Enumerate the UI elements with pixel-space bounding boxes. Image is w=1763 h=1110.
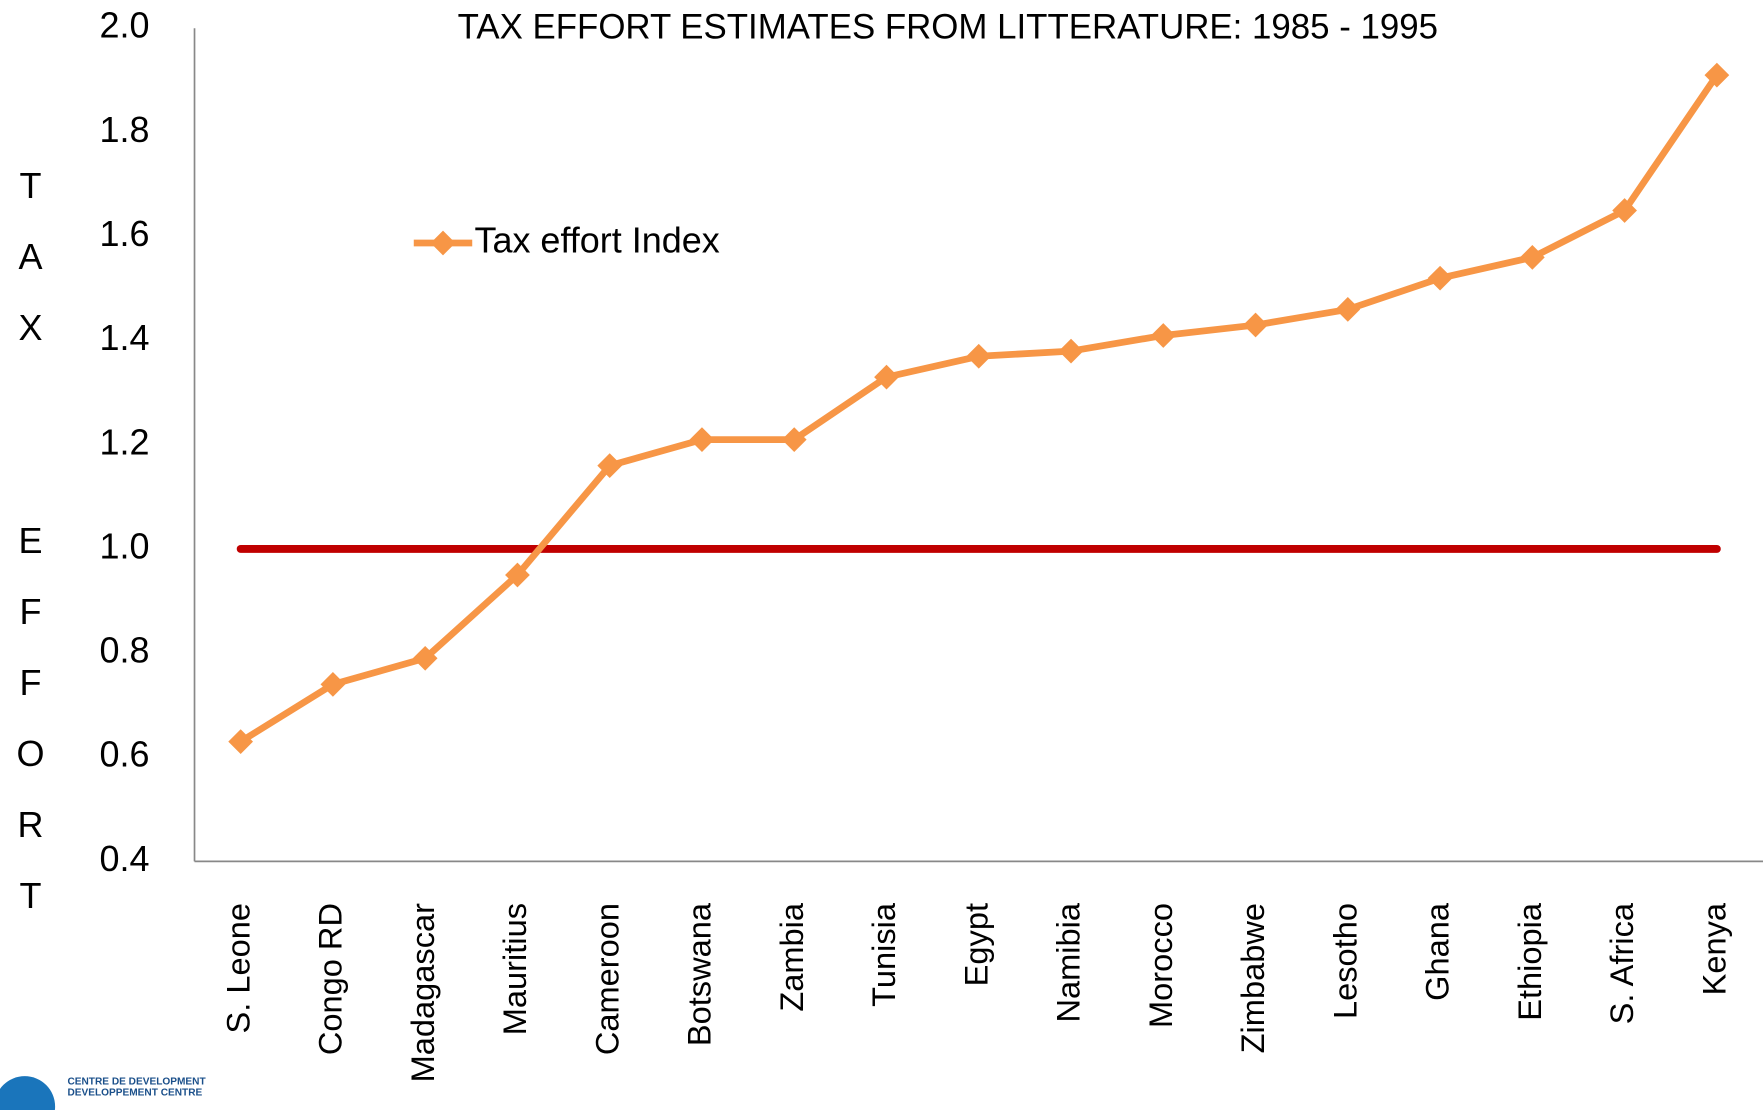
x-tick-label: S. Leone [219,903,256,1034]
logo-circle [0,1076,56,1110]
x-tick-label: Cameroon [588,903,625,1055]
data-point [597,453,623,479]
x-tick-label: Mauritius [496,903,533,1035]
y-tick-label: 1.4 [100,317,150,358]
logo-text: DEVELOPPEMENT CENTRE [67,1088,202,1099]
y-tick-label: 1.2 [100,421,150,462]
x-tick-label: Lesotho [1326,903,1363,1019]
chart-title: TAX EFFORT ESTIMATES FROM LITTERATURE: 1… [458,8,1438,47]
y-tick-label: 1.8 [100,109,150,150]
data-point [1612,198,1637,223]
x-tick-label: Botswana [681,902,718,1046]
x-tick-label: Madagascar [404,903,441,1083]
x-tick-label: Morocco [1142,903,1179,1028]
data-point [228,729,254,754]
legend-marker [430,230,456,256]
x-tick-label: Zambia [773,902,810,1012]
data-point [781,427,807,452]
data-point [1335,297,1361,322]
data-point [1519,244,1545,270]
data-point [1058,338,1084,364]
x-tick-label: S. Africa [1603,902,1640,1024]
data-point [1243,312,1268,338]
logo-text: CENTRE DE DEVELOPMENT [67,1076,206,1087]
y-tick-label: 0.8 [100,630,150,671]
data-point [1150,323,1176,348]
x-tick-label: Ghana [1419,902,1456,1001]
x-tick-label: Kenya [1695,902,1732,995]
y-tick-label: 2.0 [100,5,150,46]
legend-label: Tax effort Index [474,219,719,260]
y-tick-label: 0.6 [100,734,150,775]
x-tick-label: Congo RD [312,903,349,1055]
x-tick-label: Egypt [957,903,994,986]
data-point [966,343,992,369]
x-tick-label: Zimbabwe [1234,903,1271,1053]
x-tick-label: Namibia [1050,902,1087,1022]
x-tick-label: Ethiopia [1511,902,1548,1021]
data-point [505,562,530,588]
y-tick-label: 1.0 [100,525,150,566]
data-line [238,73,1720,745]
y-tick-label: 1.6 [100,213,150,254]
data-point [1427,265,1453,291]
x-tick-label: Tunisia [865,902,902,1007]
y-tick-label: 0.4 [100,838,150,879]
y-axis-label: TAX EFFORT [10,165,51,946]
data-point [689,427,715,452]
